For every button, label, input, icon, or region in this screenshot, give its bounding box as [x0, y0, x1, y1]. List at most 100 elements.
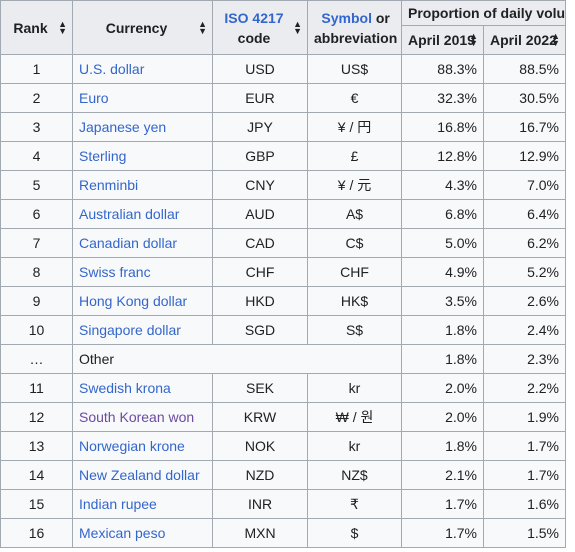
header-april-2019[interactable]: April 2019 ▲ ▼	[401, 25, 484, 55]
other-row: … Other 1.8% 2.3%	[0, 344, 566, 374]
rank-cell: 9	[0, 286, 73, 316]
share-2019-cell: 4.3%	[401, 170, 484, 200]
table-row: 16 Mexican peso MXN $ 1.7% 1.5%	[0, 518, 566, 548]
header-april-2022[interactable]: April 2022 ▲ ▼	[483, 25, 566, 55]
currency-link[interactable]: Norwegian krone	[79, 438, 185, 454]
sort-updown-icon[interactable]: ▲ ▼	[198, 18, 207, 36]
share-2022-cell: 6.2%	[483, 228, 566, 258]
code-cell: GBP	[212, 141, 308, 171]
share-2019-cell: 1.8%	[401, 315, 484, 345]
table-row: 13 Norwegian krone NOK kr 1.8% 1.7%	[0, 431, 566, 461]
table-row: 5 Renminbi CNY ¥ / 元 4.3% 7.0%	[0, 170, 566, 200]
currency-link[interactable]: Japanese yen	[79, 119, 167, 135]
currency-link[interactable]: South Korean won	[79, 409, 195, 425]
currency-link[interactable]: Indian rupee	[79, 496, 157, 512]
share-2019-cell: 1.7%	[401, 489, 484, 519]
header-symbol-or: or	[371, 9, 390, 26]
code-cell: CHF	[212, 257, 308, 287]
share-2019-cell: 1.8%	[401, 431, 484, 461]
table-row: 9 Hong Kong dollar HKD HK$ 3.5% 2.6%	[0, 286, 566, 316]
table-row: 8 Swiss franc CHF CHF 4.9% 5.2%	[0, 257, 566, 287]
sort-updown-icon[interactable]: ▲ ▼	[58, 18, 67, 36]
rank-cell: 10	[0, 315, 73, 345]
symbol-cell: US$	[307, 54, 402, 84]
code-cell: NOK	[212, 431, 308, 461]
table-row: 7 Canadian dollar CAD C$ 5.0% 6.2%	[0, 228, 566, 258]
symbol-cell: €	[307, 83, 402, 113]
share-2019-cell: 2.1%	[401, 460, 484, 490]
iso-4217-link[interactable]: ISO 4217	[224, 9, 284, 26]
header-proportion: Proportion of daily volume	[401, 0, 566, 26]
currency-link[interactable]: Swedish krona	[79, 380, 171, 396]
header-currency[interactable]: Currency ▲ ▼	[72, 0, 213, 55]
other-label: Other	[72, 344, 402, 374]
currency-link[interactable]: U.S. dollar	[79, 61, 145, 77]
symbol-cell: kr	[307, 431, 402, 461]
rank-cell: 7	[0, 228, 73, 258]
share-2022-cell: 88.5%	[483, 54, 566, 84]
share-2022-cell: 12.9%	[483, 141, 566, 171]
sort-updown-icon[interactable]: ▲ ▼	[551, 31, 560, 48]
rank-cell: 8	[0, 257, 73, 287]
currency-volume-table: Rank ▲ ▼ Currency ▲ ▼ ISO 4217 code ▲ ▼ Symb…	[0, 0, 566, 548]
share-2019-cell: 1.8%	[401, 344, 484, 374]
share-2022-cell: 2.6%	[483, 286, 566, 316]
currency-link[interactable]: Singapore dollar	[79, 322, 181, 338]
table-row: 2 Euro EUR € 32.3% 30.5%	[0, 83, 566, 113]
rank-cell: 1	[0, 54, 73, 84]
symbol-cell: S$	[307, 315, 402, 345]
currency-link[interactable]: New Zealand dollar	[79, 467, 200, 483]
share-2022-cell: 16.7%	[483, 112, 566, 142]
header-symbol-abbrev: abbreviation	[314, 29, 398, 46]
symbol-cell: HK$	[307, 286, 402, 316]
rank-cell: 5	[0, 170, 73, 200]
share-2019-cell: 2.0%	[401, 373, 484, 403]
code-cell: CAD	[212, 228, 308, 258]
currency-link[interactable]: Australian dollar	[79, 206, 180, 222]
code-cell: NZD	[212, 460, 308, 490]
header-iso-code[interactable]: ISO 4217 code ▲ ▼	[212, 0, 308, 55]
currency-link[interactable]: Canadian dollar	[79, 235, 178, 251]
rank-cell: 13	[0, 431, 73, 461]
header-subrow: April 2019 ▲ ▼ April 2022 ▲ ▼	[1, 25, 566, 55]
table-row: 12 South Korean won KRW ₩ / 원 2.0% 1.9%	[0, 402, 566, 432]
currency-link[interactable]: Euro	[79, 90, 109, 106]
table-row: 4 Sterling GBP £ 12.8% 12.9%	[0, 141, 566, 171]
sort-updown-icon[interactable]: ▲ ▼	[293, 18, 302, 36]
header-april-2022-label: April 2022	[490, 32, 557, 48]
symbol-cell: CHF	[307, 257, 402, 287]
rank-cell: 14	[0, 460, 73, 490]
currency-link[interactable]: Mexican peso	[79, 525, 166, 541]
rank-cell: 3	[0, 112, 73, 142]
symbol-cell: £	[307, 141, 402, 171]
table-row: 10 Singapore dollar SGD S$ 1.8% 2.4%	[0, 315, 566, 345]
header-rank-label: Rank	[13, 19, 48, 36]
table-row: 6 Australian dollar AUD A$ 6.8% 6.4%	[0, 199, 566, 229]
symbol-cell: NZ$	[307, 460, 402, 490]
share-2019-cell: 1.7%	[401, 518, 484, 548]
table-row: 11 Swedish krona SEK kr 2.0% 2.2%	[0, 373, 566, 403]
header-rank[interactable]: Rank ▲ ▼	[0, 0, 73, 55]
sort-updown-icon[interactable]: ▲ ▼	[469, 31, 478, 48]
symbol-cell: C$	[307, 228, 402, 258]
symbol-link[interactable]: Symbol	[321, 9, 372, 26]
currency-link[interactable]: Renminbi	[79, 177, 139, 193]
rank-cell: 4	[0, 141, 73, 171]
code-cell: INR	[212, 489, 308, 519]
currency-link[interactable]: Swiss franc	[79, 264, 151, 280]
rank-cell: 15	[0, 489, 73, 519]
header-row: Rank ▲ ▼ Currency ▲ ▼ ISO 4217 code ▲ ▼ Symb…	[0, 0, 566, 55]
code-cell: EUR	[212, 83, 308, 113]
rank-cell: 16	[0, 518, 73, 548]
share-2022-cell: 7.0%	[483, 170, 566, 200]
share-2022-cell: 1.6%	[483, 489, 566, 519]
share-2022-cell: 1.9%	[483, 402, 566, 432]
share-2019-cell: 32.3%	[401, 83, 484, 113]
share-2019-cell: 5.0%	[401, 228, 484, 258]
header-iso-code-label: code	[237, 29, 271, 46]
currency-link[interactable]: Sterling	[79, 148, 127, 164]
symbol-cell: A$	[307, 199, 402, 229]
rank-cell: 12	[0, 402, 73, 432]
code-cell: AUD	[212, 199, 308, 229]
currency-link[interactable]: Hong Kong dollar	[79, 293, 188, 309]
